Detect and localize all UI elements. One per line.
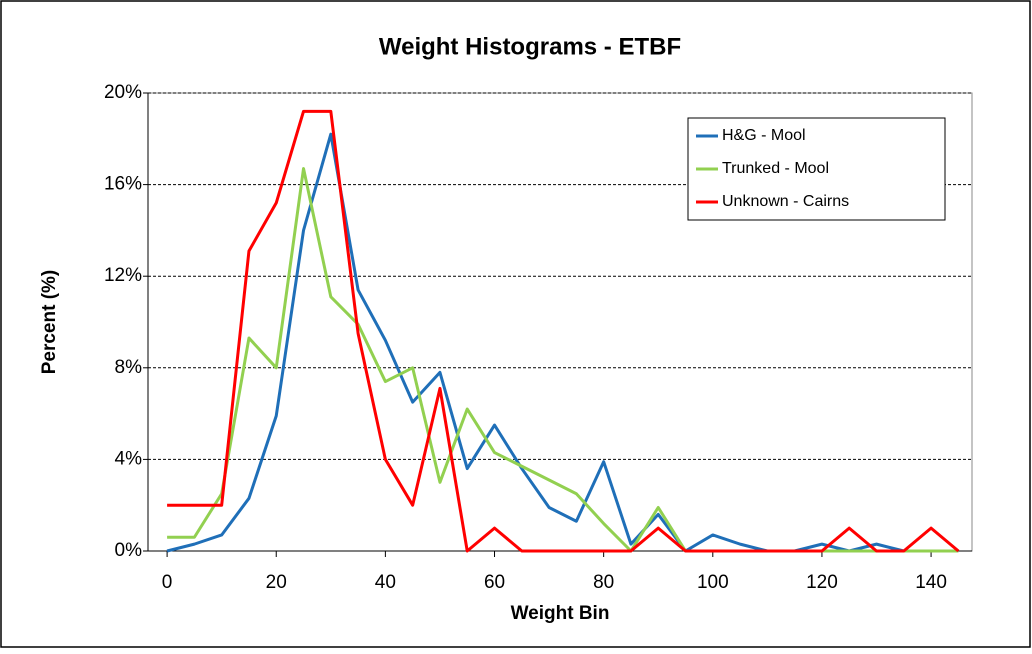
x-tick-label: 40 — [375, 572, 396, 593]
y-axis-title: Percent (%) — [39, 270, 60, 375]
x-tick-label: 100 — [697, 572, 729, 593]
y-tick-label: 20% — [104, 82, 142, 103]
series-line — [167, 167, 959, 553]
x-tick-label: 140 — [915, 572, 947, 593]
y-tick-label: 16% — [104, 174, 142, 195]
y-tick-label: 12% — [104, 265, 142, 286]
x-tick-label: 0 — [162, 572, 173, 593]
chart-title: Weight Histograms - ETBF — [379, 33, 681, 60]
y-tick-label: 0% — [115, 540, 143, 561]
x-tick-label: 20 — [266, 572, 287, 593]
x-tick-label: 60 — [484, 572, 505, 593]
legend-label: H&G - Mool — [722, 127, 806, 144]
x-axis-title: Weight Bin — [511, 603, 610, 624]
legend-label: Trunked - Mool — [722, 160, 829, 177]
x-tick-label: 80 — [593, 572, 614, 593]
x-tick-label: 120 — [806, 572, 838, 593]
legend-label: Unknown - Cairns — [722, 193, 849, 210]
y-tick-label: 4% — [115, 448, 143, 469]
series-line — [167, 109, 960, 553]
legend-box — [687, 117, 946, 221]
y-tick-label: 8% — [115, 357, 143, 378]
